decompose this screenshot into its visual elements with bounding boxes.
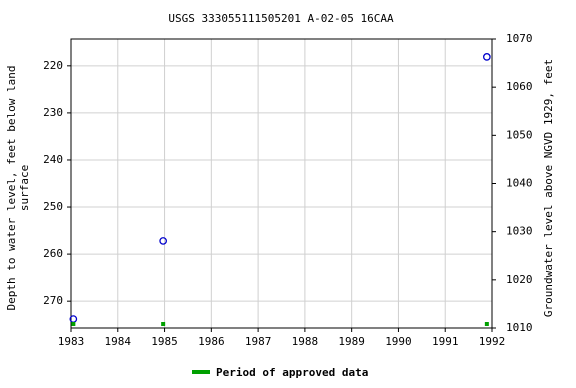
legend-label: Period of approved data — [216, 366, 368, 379]
x-tick-label: 1987 — [245, 335, 272, 348]
y-axis-label: Depth to water level, feet below land — [5, 65, 18, 310]
chart-title: USGS 333055111505201 A-02-05 16CAA — [168, 12, 394, 25]
data-point — [159, 237, 168, 245]
y2-tick-label: 1020 — [506, 273, 533, 286]
y2-tick-label: 1050 — [506, 128, 533, 141]
x-tick-label: 1991 — [432, 335, 459, 348]
y-tick-label: 270 — [43, 294, 63, 307]
x-tick-label: 1984 — [105, 335, 132, 348]
x-tick-label: 1992 — [479, 335, 506, 348]
y-axis-label: surface — [18, 165, 31, 211]
x-tick-label: 1985 — [151, 335, 178, 348]
approved-period — [71, 322, 76, 326]
approved-period — [484, 322, 489, 326]
y2-tick-label: 1060 — [506, 80, 533, 93]
plot-frame — [70, 38, 493, 329]
y-tick-label: 250 — [43, 200, 63, 213]
x-tick-label: 1989 — [338, 335, 365, 348]
approved-period — [161, 322, 166, 326]
x-tick-label: 1986 — [198, 335, 225, 348]
x-tick-label: 1990 — [385, 335, 412, 348]
data-point — [483, 53, 491, 61]
y-tick-label: 220 — [43, 59, 63, 72]
y-tick-label: 240 — [43, 153, 63, 166]
x-tick-label: 1988 — [292, 335, 319, 348]
y2-tick-label: 1030 — [506, 225, 533, 238]
y2-tick-label: 1070 — [506, 32, 533, 45]
y2-tick-label: 1010 — [506, 321, 533, 334]
x-tick-label: 1983 — [58, 335, 85, 348]
y2-axis-label: Groundwater level above NGVD 1929, feet — [542, 59, 555, 317]
y-tick-label: 260 — [43, 247, 63, 260]
y2-tick-label: 1040 — [506, 177, 533, 190]
y-tick-label: 230 — [43, 106, 63, 119]
